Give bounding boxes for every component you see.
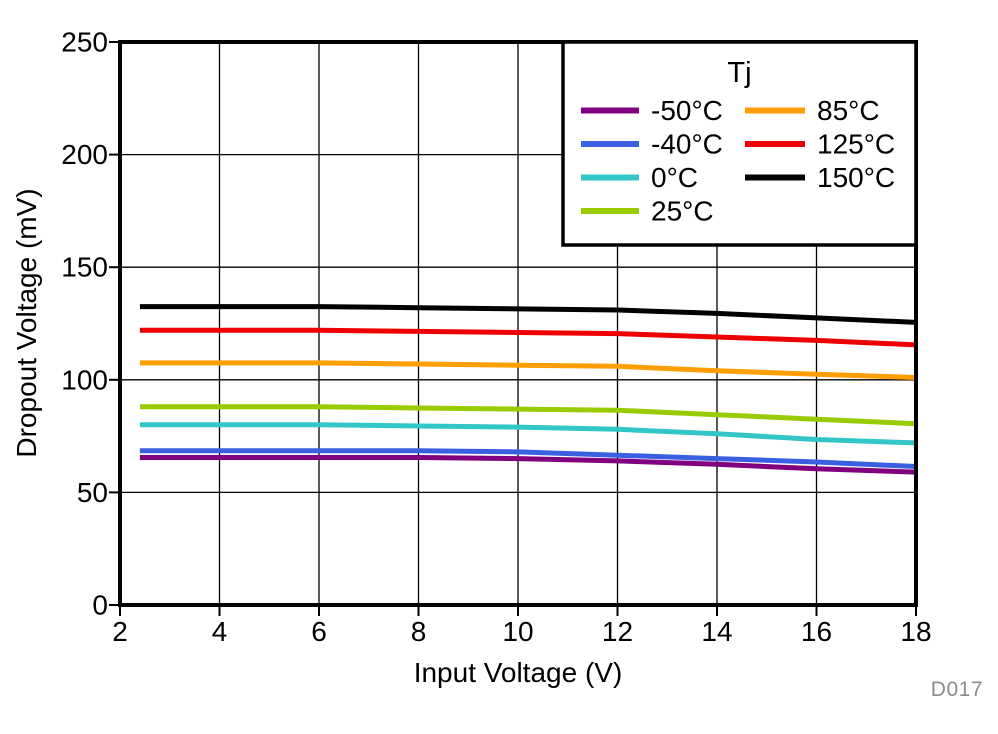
legend-entry-minus50c: -50°C	[581, 95, 723, 126]
plot-id-watermark: D017	[930, 678, 983, 701]
legend-label-25c: 25°C	[651, 196, 714, 227]
series-line-85c	[139, 360, 917, 380]
tick-label-x-16: 16	[801, 616, 832, 647]
tick-label-x-8: 8	[411, 616, 427, 647]
series-line-minus50c	[139, 455, 917, 475]
tick-label-y-0: 0	[92, 590, 108, 621]
tick-label-y-100: 100	[61, 364, 108, 395]
tick-label-x-2: 2	[112, 616, 128, 647]
tick-label-x-4: 4	[212, 616, 228, 647]
legend-entry-25c: 25°C	[581, 196, 714, 227]
series-line-150c	[139, 304, 917, 325]
plot-border	[118, 40, 918, 607]
legend-label-minus40c: -40°C	[651, 129, 723, 160]
y-axis-title: Dropout Voltage (mV)	[11, 188, 42, 458]
tick-label-y-200: 200	[61, 139, 108, 170]
tick-label-x-14: 14	[701, 616, 732, 647]
legend-label-85c: 85°C	[817, 95, 880, 126]
tick-label-y-250: 250	[61, 27, 108, 58]
legend-label-125c: 125°C	[817, 129, 895, 160]
series-line-minus40c	[139, 448, 917, 469]
legend-entry-85c: 85°C	[745, 95, 880, 126]
x-axis-title: Input Voltage (V)	[413, 657, 623, 688]
tick-label-x-12: 12	[602, 616, 633, 647]
legend-entry-minus40c: -40°C	[581, 129, 723, 160]
legend-entry-150c: 150°C	[745, 162, 895, 193]
tick-label-y-50: 50	[77, 477, 108, 508]
legend-label-0c: 0°C	[651, 162, 698, 193]
series-line-125c	[139, 327, 917, 348]
tick-label-x-10: 10	[502, 616, 533, 647]
legend-title: Tj	[727, 57, 751, 89]
series-line-25c	[139, 404, 917, 427]
tick-label-y-150: 150	[61, 252, 108, 283]
legend-entry-0c: 0°C	[581, 162, 698, 193]
tick-label-x-6: 6	[311, 616, 327, 647]
legend-entry-125c: 125°C	[745, 129, 895, 160]
series-line-0c	[139, 422, 917, 446]
legend-label-150c: 150°C	[817, 162, 895, 193]
legend-label-minus50c: -50°C	[651, 95, 723, 126]
tick-label-x-18: 18	[900, 616, 931, 647]
